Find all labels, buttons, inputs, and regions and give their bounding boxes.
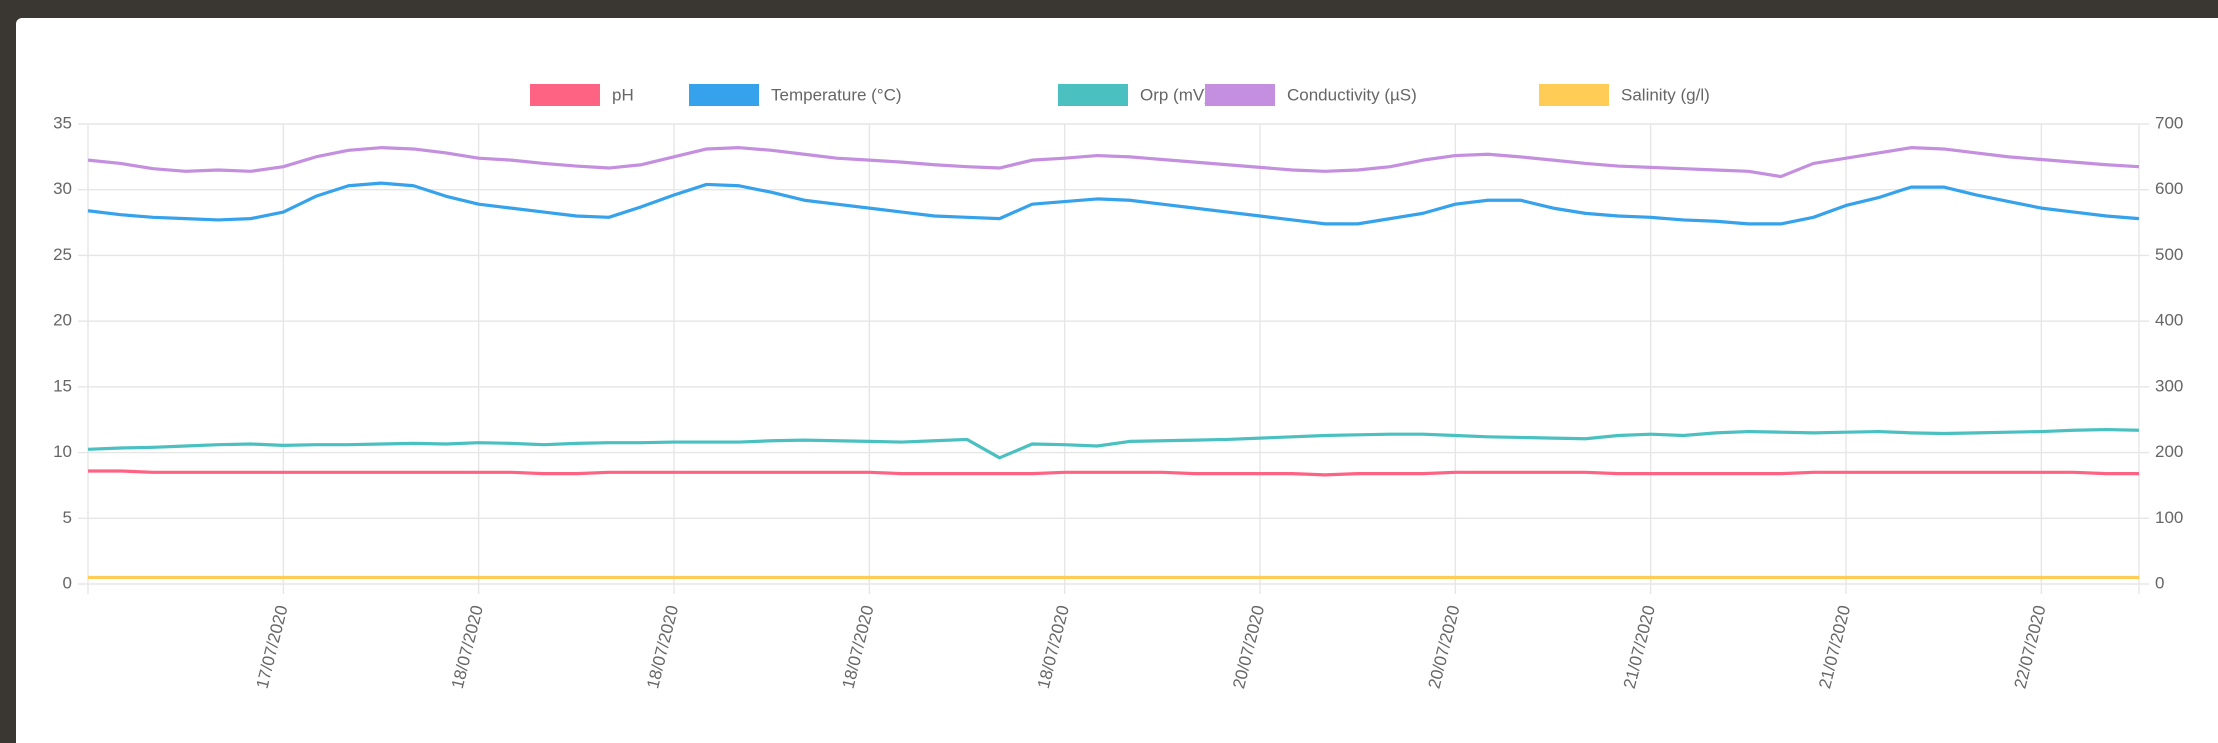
x-tick-label: 18/07/2020 bbox=[839, 603, 878, 690]
x-tick-label: 17/07/2020 bbox=[253, 603, 292, 690]
series-line bbox=[88, 148, 2139, 177]
legend-label: Temperature (°C) bbox=[771, 85, 902, 104]
y2-tick-label: 100 bbox=[2155, 508, 2183, 527]
y-tick-label: 15 bbox=[53, 376, 72, 395]
series-line bbox=[88, 471, 2139, 475]
legend-label: Orp (mV) bbox=[1140, 85, 1210, 104]
y2-tick-label: 500 bbox=[2155, 245, 2183, 264]
y-tick-label: 30 bbox=[53, 179, 72, 198]
x-tick-label: 21/07/2020 bbox=[1620, 603, 1659, 690]
x-tick-label: 18/07/2020 bbox=[1034, 603, 1073, 690]
y-tick-label: 5 bbox=[63, 508, 72, 527]
y-tick-label: 25 bbox=[53, 245, 72, 264]
y2-tick-label: 700 bbox=[2155, 113, 2183, 132]
x-tick-label: 18/07/2020 bbox=[448, 603, 487, 690]
page: 0 5 10 15 20 25 30 35 0 100 200 300 400 500 600 700 17/0… bbox=[0, 0, 2218, 743]
series-line bbox=[88, 430, 2139, 458]
y2-tick-label: 400 bbox=[2155, 311, 2183, 330]
x-tick-label: 21/07/2020 bbox=[1815, 603, 1854, 690]
y2-tick-label: 600 bbox=[2155, 179, 2183, 198]
legend-swatch bbox=[530, 84, 600, 106]
legend-swatch bbox=[1058, 84, 1128, 106]
legend-label: Conductivity (µS) bbox=[1287, 85, 1417, 104]
y-tick-label: 0 bbox=[63, 573, 72, 592]
legend-label: pH bbox=[612, 85, 634, 104]
y-tick-label: 35 bbox=[53, 113, 72, 132]
x-tick-label: 22/07/2020 bbox=[2011, 603, 2050, 690]
y2-tick-label: 0 bbox=[2155, 573, 2164, 592]
y-tick-label: 10 bbox=[53, 442, 72, 461]
y-tick-label: 20 bbox=[53, 311, 72, 330]
legend-swatch bbox=[689, 84, 759, 106]
x-tick-label: 18/07/2020 bbox=[643, 603, 682, 690]
chart: 0 5 10 15 20 25 30 35 0 100 200 300 400 500 600 700 17/0… bbox=[0, 0, 2218, 743]
y2-tick-label: 300 bbox=[2155, 376, 2183, 395]
legend-swatch bbox=[1205, 84, 1275, 106]
legend-swatch bbox=[1539, 84, 1609, 106]
legend-label: Salinity (g/l) bbox=[1621, 85, 1710, 104]
x-tick-label: 20/07/2020 bbox=[1229, 603, 1268, 690]
y2-tick-label: 200 bbox=[2155, 442, 2183, 461]
x-tick-label: 20/07/2020 bbox=[1425, 603, 1464, 690]
